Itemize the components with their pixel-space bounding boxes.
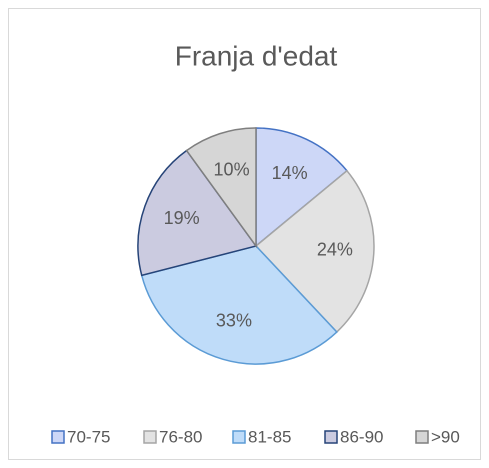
legend-swatch — [415, 430, 429, 444]
data-label: 24% — [317, 240, 353, 260]
data-label: 33% — [216, 311, 252, 331]
legend-swatch — [324, 430, 338, 444]
data-label: 10% — [214, 160, 250, 180]
pie-slice — [140, 245, 338, 365]
legend-label: 70-75 — [67, 427, 110, 446]
legend-label: 81-85 — [248, 427, 291, 446]
legend-swatch — [51, 430, 65, 444]
pie-slice — [185, 127, 257, 249]
legend-swatch — [143, 430, 157, 444]
data-label: 14% — [272, 163, 308, 183]
data-label: 19% — [164, 208, 200, 228]
legend-label: >90 — [431, 427, 460, 446]
pie-slice — [137, 149, 258, 277]
chart-title: Franja d'edat — [175, 40, 338, 71]
pie-slice — [255, 127, 348, 248]
legend-swatch — [232, 430, 246, 444]
legend-label: 76-80 — [159, 427, 202, 446]
pie-slice — [254, 169, 375, 334]
legend-label: 86-90 — [340, 427, 383, 446]
